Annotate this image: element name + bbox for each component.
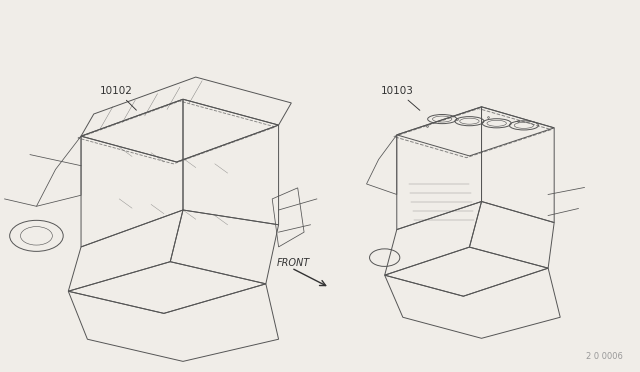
- Text: 2 0 0006: 2 0 0006: [586, 352, 623, 361]
- Text: FRONT: FRONT: [276, 258, 310, 268]
- Text: 10103: 10103: [381, 86, 420, 110]
- Text: 10102: 10102: [100, 86, 136, 110]
